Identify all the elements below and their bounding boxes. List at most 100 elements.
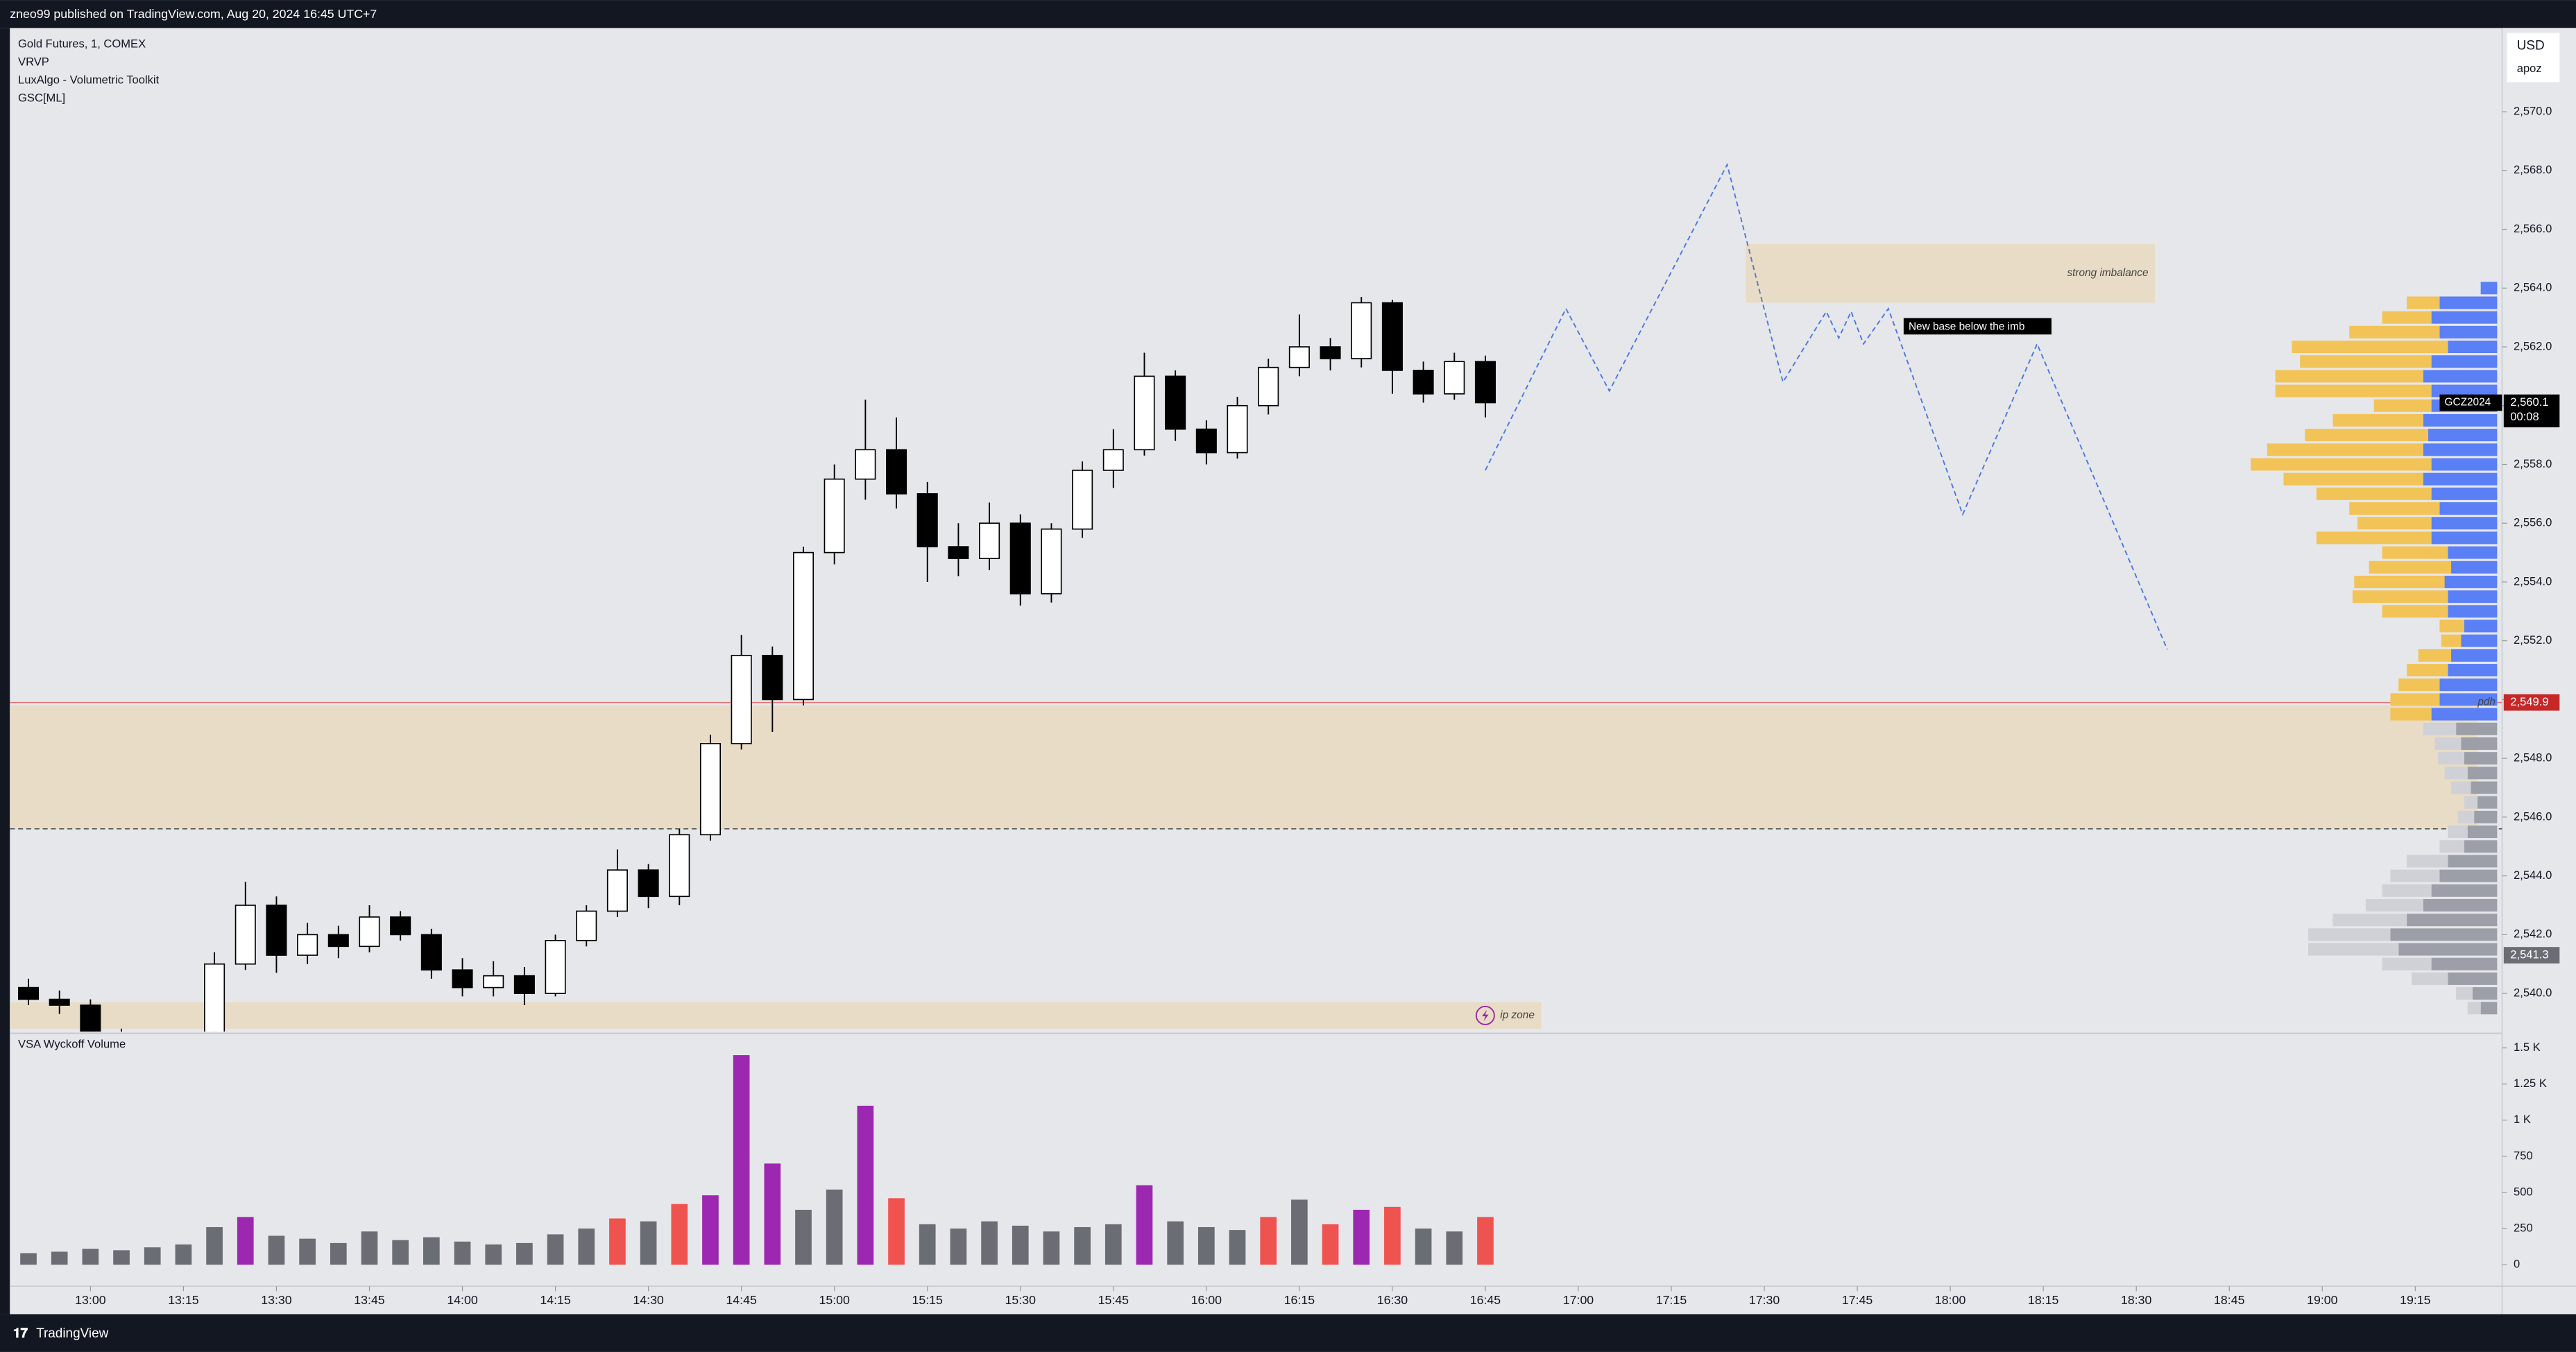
- x-tick-label: 16:30: [1377, 1293, 1408, 1307]
- profile-down: [2382, 605, 2448, 618]
- profile-down: [2439, 840, 2464, 853]
- candle-body: [886, 449, 907, 495]
- profile-down: [2316, 531, 2432, 545]
- price-axis: [2502, 28, 2576, 1315]
- y-tick-label: 2,552.0: [2514, 633, 2552, 647]
- volume-bar: [20, 1253, 37, 1265]
- projection-path: [1485, 162, 2168, 650]
- price-pane: strong imbalance ip zone pdh New base below…: [10, 162, 2502, 1032]
- x-tick-label: 18:30: [2121, 1293, 2152, 1307]
- profile-up: [2423, 413, 2498, 427]
- profile-down: [2275, 370, 2423, 383]
- x-tick-label: 18:15: [2028, 1293, 2059, 1307]
- volume-bar: [547, 1234, 564, 1265]
- volume-bar: [578, 1229, 595, 1265]
- y-tick-label: 2,558.0: [2514, 457, 2552, 470]
- profile-up: [2448, 855, 2498, 868]
- volume-bar: [609, 1218, 626, 1265]
- profile-up: [2423, 472, 2498, 486]
- y-tick-label: 2,540.0: [2514, 986, 2552, 999]
- currency[interactable]: USD: [2517, 38, 2545, 53]
- candle-body: [327, 934, 349, 948]
- profile-up: [2448, 605, 2498, 618]
- profile-up: [2428, 429, 2498, 442]
- y-tick-label: 2,568.0: [2514, 163, 2552, 176]
- volume-bar: [454, 1241, 471, 1265]
- profile-down: [2390, 708, 2432, 721]
- volume-tick-label: 250: [2514, 1221, 2533, 1234]
- candle-body: [1165, 375, 1186, 430]
- profile-down: [2457, 810, 2475, 823]
- zone-icon: [1475, 1005, 1495, 1025]
- x-tick-label: 19:15: [2400, 1293, 2431, 1307]
- volume-bar: [423, 1237, 440, 1265]
- legend-item: VRVP: [18, 55, 49, 68]
- x-tick-label: 15:00: [819, 1293, 850, 1307]
- profile-down: [2305, 429, 2428, 442]
- legend-item: LuxAlgo - Volumetric Toolkit: [18, 73, 160, 86]
- x-tick-label: 13:45: [354, 1293, 385, 1307]
- profile-up: [2431, 517, 2498, 530]
- x-tick-label: 17:00: [1563, 1293, 1594, 1307]
- profile-down: [2382, 957, 2432, 970]
- volume-bar: [330, 1242, 347, 1265]
- footer-logo: 𝟏𝟕: [13, 1326, 28, 1341]
- annotation: New base below the imb: [1909, 321, 2025, 333]
- y-tick-label: 2,566.0: [2514, 222, 2552, 235]
- profile-up: [2423, 370, 2498, 383]
- volume-bar: [1446, 1231, 1463, 1265]
- profile-up: [2464, 619, 2498, 633]
- profile-down: [2444, 767, 2468, 780]
- last-price-box: [2503, 394, 2560, 428]
- volume-bar: [1043, 1231, 1060, 1265]
- price-tag: [2503, 947, 2560, 964]
- profile-down: [2283, 472, 2423, 486]
- volume-bar: [1415, 1229, 1432, 1265]
- profile-up: [2461, 634, 2498, 647]
- currency-box[interactable]: [2507, 33, 2560, 83]
- profile-down: [2365, 898, 2423, 912]
- left-border: [0, 28, 10, 1315]
- profile-up: [2464, 840, 2498, 853]
- countdown: 00:08: [2510, 410, 2539, 423]
- x-tick-label: 14:45: [726, 1293, 757, 1307]
- profile-down: [2423, 722, 2457, 735]
- profile-down: [2398, 678, 2440, 692]
- y-tick-label: 2,544.0: [2514, 868, 2552, 882]
- footer-brand: TradingView: [36, 1326, 109, 1341]
- profile-down: [2275, 384, 2432, 397]
- profile-down: [2412, 972, 2448, 985]
- profile-down: [2407, 664, 2448, 677]
- candle-body: [792, 551, 814, 701]
- volume-bar: [268, 1235, 285, 1265]
- profile-down: [2382, 884, 2432, 897]
- candle-body: [1258, 366, 1279, 407]
- line-label: pdh: [2477, 696, 2496, 708]
- profile-up: [2464, 752, 2498, 765]
- volume-bar: [206, 1226, 223, 1265]
- x-tick-label: 16:45: [1470, 1293, 1501, 1307]
- candle-body: [606, 869, 628, 912]
- candle-body: [1288, 346, 1310, 368]
- scale-mode[interactable]: apoz: [2517, 62, 2542, 75]
- profile-up: [2439, 296, 2498, 309]
- volume-bar: [640, 1221, 657, 1265]
- profile-up: [2448, 546, 2498, 559]
- profile-up: [2456, 722, 2498, 735]
- candle-body: [1381, 302, 1403, 371]
- y-tick-label: 2,556.0: [2514, 516, 2552, 529]
- candle-body: [762, 655, 783, 701]
- volume-bar: [144, 1247, 161, 1265]
- volume-tick-label: 0: [2514, 1258, 2520, 1271]
- zone: [1746, 243, 2156, 303]
- header-bar: [0, 0, 2576, 28]
- volume-bar: [950, 1229, 967, 1265]
- volume-bar: [51, 1251, 68, 1265]
- x-tick-label: 17:45: [1842, 1293, 1873, 1307]
- profile-down: [2439, 619, 2464, 633]
- x-tick-label: 14:15: [540, 1293, 571, 1307]
- volume-bar: [826, 1189, 843, 1265]
- volume-bar: [1229, 1230, 1246, 1265]
- candle-body: [359, 916, 380, 948]
- x-tick-label: 15:45: [1098, 1293, 1129, 1307]
